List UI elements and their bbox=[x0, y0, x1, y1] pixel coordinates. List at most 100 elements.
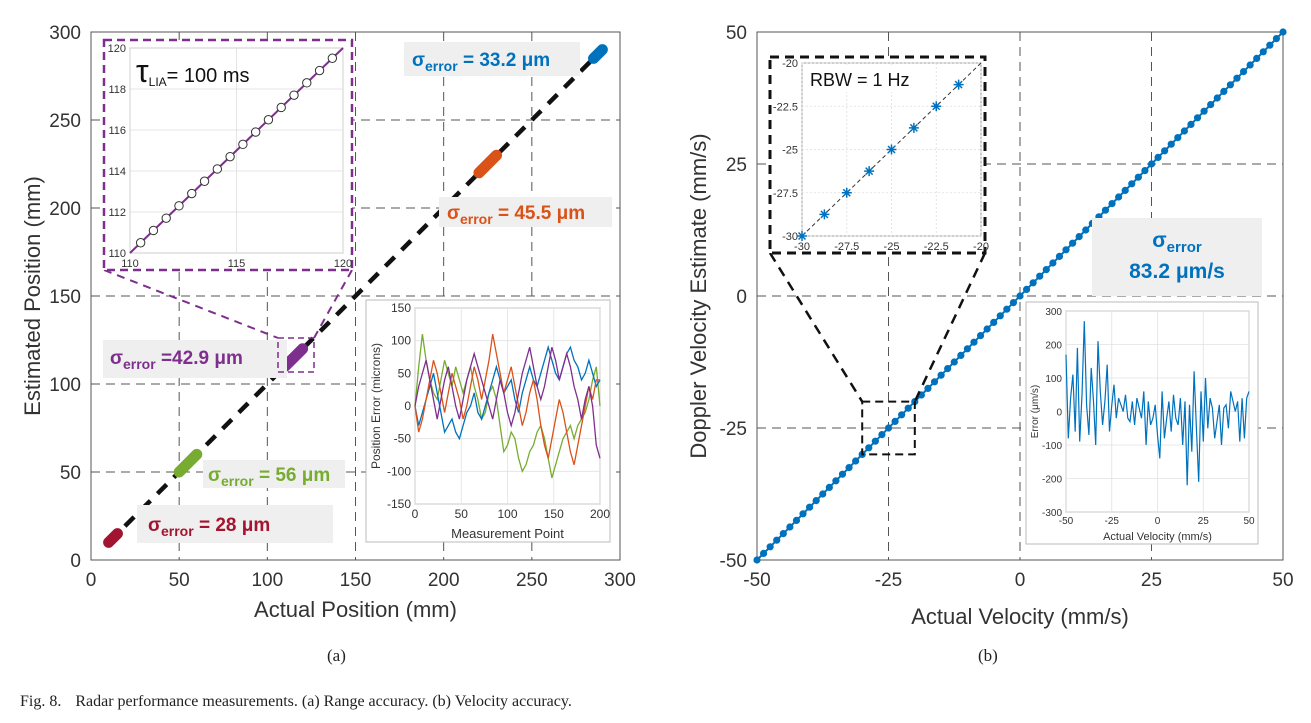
sigma-subscript: error bbox=[123, 356, 156, 372]
plot-b-point bbox=[1022, 285, 1031, 293]
sigma-value-b: 83.2 μm/s bbox=[1129, 260, 1225, 283]
plot-b-point bbox=[1226, 81, 1234, 89]
inset-error-b-ylabel: Error (μm/s) bbox=[1030, 385, 1041, 439]
plot-b-point bbox=[1069, 239, 1077, 247]
inset-zoom-b-ytick-label: -20 bbox=[782, 58, 798, 70]
plot-b-point bbox=[825, 483, 833, 491]
plot-b-point bbox=[950, 358, 958, 366]
sigma-subscript: error bbox=[1167, 239, 1202, 256]
inset-zoom-a-point bbox=[250, 127, 261, 137]
error-series-green bbox=[414, 334, 601, 479]
plot-b-point bbox=[1036, 272, 1044, 280]
plot-b-point bbox=[1266, 41, 1274, 49]
sigma-subscript: error bbox=[221, 473, 254, 489]
plot-b-point bbox=[1082, 226, 1090, 234]
plot-b-point bbox=[865, 444, 873, 452]
plot-b-point bbox=[1193, 114, 1202, 122]
sigma-symbol: σ bbox=[148, 515, 161, 536]
sigma-box-red bbox=[137, 505, 333, 543]
plot-b-point bbox=[1141, 167, 1149, 175]
plot-b-point bbox=[1115, 193, 1123, 201]
cluster-green bbox=[173, 448, 203, 478]
plot-b-point bbox=[1259, 48, 1267, 56]
plot-b-point bbox=[1154, 153, 1162, 161]
inset-zoom-a-point bbox=[238, 139, 248, 150]
plot-b-point bbox=[1062, 246, 1070, 254]
star-stroke bbox=[887, 145, 896, 154]
plot-b-ytick-label: -50 bbox=[720, 551, 747, 572]
plot-b-point bbox=[990, 318, 998, 326]
plot-b-point bbox=[996, 312, 1004, 320]
inset-zoom-a-point bbox=[199, 176, 210, 186]
inset-zoom-b-point bbox=[886, 144, 897, 155]
sigma-value: = 28 μm bbox=[194, 515, 271, 536]
tau-subscript: LIA bbox=[149, 75, 167, 89]
plot-a-ytick-label: 50 bbox=[60, 463, 81, 484]
plot-b-point bbox=[753, 556, 761, 564]
plot-b-ytick-label: 0 bbox=[736, 287, 747, 308]
inset-error-a-ytick-label: 0 bbox=[404, 399, 411, 413]
cluster-purple bbox=[279, 343, 309, 372]
plot-b-point bbox=[1279, 28, 1287, 36]
inset-zoom-b-xtick-label: -25 bbox=[884, 241, 900, 253]
plot-b-point bbox=[1233, 74, 1241, 82]
plot-b-point bbox=[1121, 186, 1129, 194]
plot-b-point bbox=[878, 431, 886, 439]
inset-zoom-b-ytick-label: -30 bbox=[782, 231, 798, 243]
inset-zoom-a-point bbox=[135, 238, 146, 248]
inset-error-b-xtick-label: 50 bbox=[1243, 516, 1255, 527]
inset-zoom-b-point bbox=[953, 79, 964, 90]
plot-b-point bbox=[1108, 200, 1116, 208]
sigma-subscript: error bbox=[161, 523, 194, 539]
plot-b-point bbox=[792, 516, 801, 525]
star-stroke bbox=[820, 210, 829, 219]
inset-zoom-a-point bbox=[327, 53, 338, 63]
inset-zoom-b-xtick-label: -27.5 bbox=[834, 241, 859, 253]
inset-zoom-b-point bbox=[908, 122, 919, 133]
star-stroke bbox=[954, 80, 963, 89]
plot-b-point bbox=[1101, 206, 1110, 214]
cluster-orange bbox=[473, 149, 503, 179]
inset-zoom-a-point bbox=[276, 102, 286, 113]
sigma-symbol: σ bbox=[1152, 229, 1166, 252]
plot-a-xtick-label: 50 bbox=[169, 570, 190, 591]
plot-b-point bbox=[1147, 160, 1156, 168]
plot-b-point bbox=[1049, 259, 1057, 267]
inset-zoom-a-ytick-label: 114 bbox=[108, 166, 126, 178]
plot-b-point bbox=[1055, 252, 1064, 260]
plot-b-point bbox=[838, 470, 847, 478]
sigma-symbol: σ bbox=[208, 465, 221, 486]
zoom-connector-b bbox=[913, 252, 987, 403]
zoom-box-a bbox=[277, 337, 315, 373]
inset-zoom-b-ytick-label: -25 bbox=[782, 145, 798, 157]
inset-zoom-a-xtick-label: 110 bbox=[121, 258, 139, 270]
sigma-symbol: σ bbox=[447, 203, 460, 224]
plot-a-ytick-label: 300 bbox=[49, 23, 81, 44]
sigma-value: =42.9 μm bbox=[156, 348, 243, 369]
plot-a-xtick-label: 0 bbox=[86, 570, 97, 591]
sigma-subscript: error bbox=[425, 58, 458, 74]
velocity-error-series bbox=[1065, 321, 1250, 486]
plot-b-point bbox=[891, 417, 899, 425]
plot-a-ytick-label: 200 bbox=[49, 199, 81, 220]
plot-b-point bbox=[845, 464, 853, 472]
plot-b-point bbox=[1128, 180, 1136, 188]
inset-error-b-ytick-label: 0 bbox=[1056, 408, 1062, 419]
plot-b-point bbox=[970, 338, 978, 346]
sigma-label-green: σerror = 56 μm bbox=[208, 465, 330, 489]
sigma-box-orange bbox=[439, 197, 612, 227]
plot-b-point bbox=[944, 365, 952, 373]
panel-b-label: (b) bbox=[978, 646, 998, 665]
zoom-connector-b bbox=[768, 252, 864, 403]
plot-b-point bbox=[779, 530, 787, 538]
plot-a-ytick-label: 0 bbox=[70, 551, 81, 572]
plot-b-xtick-label: -25 bbox=[875, 570, 902, 591]
figure: 0 50 100 150 200 250 300050100150200250300Actu… bbox=[20, 23, 1294, 629]
inset-error-a-ytick-label: -150 bbox=[387, 497, 411, 511]
figure-caption: Fig. 8. Radar performance measurements. (… bbox=[20, 693, 572, 711]
sigma-value: = 45.5 μm bbox=[493, 203, 585, 224]
plot-b-point bbox=[852, 457, 860, 465]
inset-error-b-ytick-label: 300 bbox=[1045, 307, 1062, 318]
inset-zoom-b-ytick-label: -27.5 bbox=[773, 188, 798, 200]
plot-a-xtick-label: 100 bbox=[251, 570, 283, 591]
